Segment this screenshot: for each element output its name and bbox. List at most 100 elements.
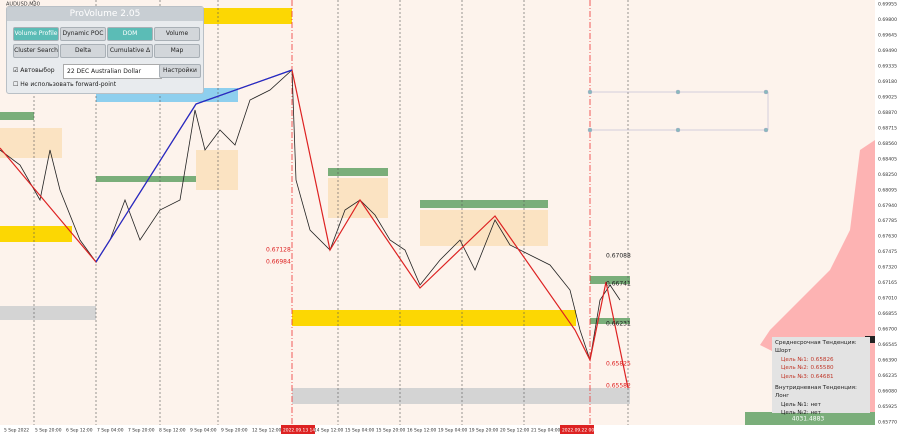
tool-button[interactable]: Cumulative Δ	[107, 44, 153, 58]
tool-button-label: Dynamic POC	[62, 30, 104, 37]
price-tick-label: 0.66855	[878, 311, 897, 317]
zone	[196, 150, 238, 190]
zone	[0, 112, 34, 120]
chart-label: 0.67128	[266, 247, 291, 254]
zone	[200, 8, 292, 24]
price-tick-label: 0.67320	[878, 265, 897, 271]
time-tick-label: 9 Sep 04:00	[190, 428, 217, 434]
price-tick-label: 0.69025	[878, 94, 897, 100]
tool-button[interactable]: Delta	[60, 44, 106, 58]
tool-button[interactable]: Cluster Search	[13, 44, 59, 58]
target: Цель №1: нет	[781, 401, 821, 408]
price-tick-label: 0.66390	[878, 358, 897, 364]
settings-button[interactable]: Настройки	[159, 64, 201, 78]
tool-button[interactable]: Volume	[154, 27, 200, 41]
price-tick-label: 0.69490	[878, 48, 897, 54]
time-tick-label: 5 Sep 2022	[4, 428, 29, 434]
tool-button-label: Cluster Search	[14, 47, 58, 54]
zone	[590, 276, 630, 284]
price-tick-label: 0.66545	[878, 342, 897, 348]
time-tick-label: 5 Sep 20:00	[35, 428, 62, 434]
price-tick-label: 0.69800	[878, 17, 897, 23]
current-price: 0.66064	[876, 338, 897, 344]
price-tick-label: 0.69955	[878, 2, 897, 8]
price-tick-label: 0.66080	[878, 389, 897, 395]
price-tick-label: 0.68870	[878, 110, 897, 116]
zone	[328, 168, 388, 176]
target: Цель №1: 0.65826	[781, 356, 834, 363]
time-tick-label: 7 Sep 04:00	[97, 428, 124, 434]
current-price-marker	[865, 336, 875, 343]
tool-button[interactable]: Dynamic POC	[60, 27, 106, 41]
settings-label: Настройки	[163, 67, 197, 74]
tool-button[interactable]: Map	[154, 44, 200, 58]
zone	[96, 176, 238, 182]
price-tick-label: 0.67475	[878, 249, 897, 255]
tool-button-label: DOM	[122, 30, 138, 37]
time-tick-label: 8 Sep 12:00	[159, 428, 186, 434]
tool-button[interactable]: Volume Profile	[13, 27, 59, 41]
time-tick-label: 2022.09.22 00:00	[562, 428, 601, 434]
symbol: AUDUSD,M30	[6, 2, 40, 8]
chart-label: 0.66984	[266, 259, 291, 266]
tool-button[interactable]: DOM	[107, 27, 153, 41]
price-tick-label: 0.66235	[878, 373, 897, 379]
panel-title: ProVolume 2.05	[7, 7, 203, 21]
target: Цель №2: 0.65580	[781, 365, 834, 372]
instrument-select[interactable]: 22 DEC Australian Dollar	[63, 64, 162, 79]
time-tick-label: 2022.09.13 14:00	[283, 428, 322, 434]
price-tick-label: 0.68560	[878, 141, 897, 147]
time-tick-label: 16 Sep 12:00	[407, 428, 437, 434]
zone	[292, 310, 576, 326]
price-tick-label: 0.67940	[878, 203, 897, 209]
target: Цель №2: нет	[781, 410, 821, 417]
target: Цель №3: 0.64681	[781, 373, 834, 380]
auto-select[interactable]: ☑ Автовыбор	[13, 67, 55, 74]
forward-point[interactable]: ☐ Не использовать forward-point	[13, 81, 117, 88]
provolume-panel: ProVolume 2.05 Volume Profile Dynamic POC…	[6, 6, 204, 94]
volume-bar	[745, 412, 875, 425]
intraday-trend: Внутридневная Тенденция: Лонг	[775, 385, 857, 400]
price-tick-label: 0.69645	[878, 32, 897, 38]
time-tick-label: 21 Sep 04:00	[531, 428, 561, 434]
tool-button-label: Volume Profile	[14, 30, 58, 37]
time-tick-label: 20 Sep 12:00	[500, 428, 530, 434]
price-tick-label: 0.67785	[878, 218, 897, 224]
mid-trend: Среднесрочная Тенденция: Шорт	[775, 340, 857, 355]
price-axis-bg	[875, 0, 900, 435]
chart-label: 0.67088	[606, 253, 631, 260]
info-box: Среднесрочная Тенденция: Шорт Цель №1: 0…	[772, 337, 870, 416]
price-tick-label: 0.68715	[878, 125, 897, 131]
zone	[0, 128, 62, 158]
time-axis-bg	[0, 425, 875, 435]
time-tick-label: 19 Sep 04:00	[438, 428, 468, 434]
price-tick-label: 0.68095	[878, 187, 897, 193]
volume-total: 4031.4883	[792, 416, 825, 423]
time-tick-label: 19 Sep 20:00	[469, 428, 499, 434]
chart-label: 0.65825	[606, 361, 631, 368]
time-tick-label: 9 Sep 20:00	[221, 428, 248, 434]
time-tick-highlight	[560, 425, 594, 434]
tool-button-label: Map	[170, 47, 184, 54]
time-tick-label: 6 Sep 12:00	[66, 428, 93, 434]
tool-button-label: Cumulative Δ	[109, 47, 151, 54]
zone	[0, 306, 96, 320]
price-tick-label: 0.69180	[878, 79, 897, 85]
instrument-label: 22 DEC Australian Dollar	[67, 68, 142, 75]
price-tick-label: 0.67630	[878, 234, 897, 240]
zone	[328, 178, 388, 218]
forward-point-label: Не использовать forward-point	[20, 81, 117, 88]
tool-button-label: Delta	[74, 47, 91, 54]
zone	[420, 210, 548, 246]
zone	[420, 200, 548, 208]
zone	[590, 318, 630, 324]
time-tick-label: 7 Sep 20:00	[128, 428, 155, 434]
price-tick-label: 0.67165	[878, 280, 897, 286]
time-tick-label: 14 Sep 12:00	[314, 428, 344, 434]
tool-button-label: Volume	[165, 30, 189, 37]
price-tick-label: 0.68405	[878, 156, 897, 162]
zone	[292, 388, 630, 404]
price-tick-label: 0.65770	[878, 420, 897, 426]
price-tick-label: 0.65925	[878, 404, 897, 410]
